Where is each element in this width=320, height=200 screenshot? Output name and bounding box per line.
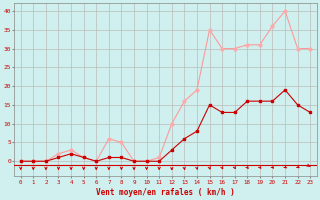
X-axis label: Vent moyen/en rafales ( km/h ): Vent moyen/en rafales ( km/h )	[96, 188, 235, 197]
